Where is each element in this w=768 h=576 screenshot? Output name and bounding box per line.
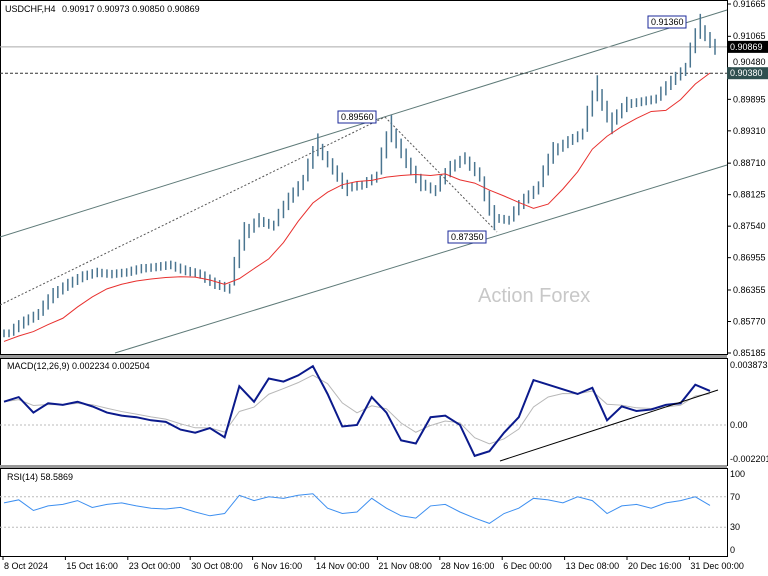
header-ohlc: 0.90917 0.90973 0.90850 0.90869 [62,4,200,14]
y-tick-label: 0.85770 [733,316,766,326]
pivot-line [0,116,386,306]
x-tick-label: 23 Oct 00:00 [129,561,181,571]
x-tick-label: 13 Dec 08:00 [566,561,620,571]
y-tick-label: 0.90480 [733,57,766,67]
level-label: 0.90380 [730,68,763,78]
panel-separator [0,355,727,358]
rsi-tick-label: 100 [730,469,745,479]
macd-tick-label: 0.00 [730,420,748,430]
y-tick-label: 0.86955 [733,253,766,263]
y-tick-label: 0.88710 [733,158,766,168]
panel-frame [0,468,728,557]
macd-signal-line [3,374,711,445]
y-tick-label: 0.91065 [733,31,766,41]
x-tick-label: 20 Dec 16:00 [628,561,682,571]
rsi-label: RSI(14) 58.5869 [7,472,73,482]
rsi-tick-label: 30 [730,522,740,532]
y-tick-label: 0.86355 [733,285,766,295]
level-tag [727,67,768,80]
y-tick-label: 0.87540 [733,221,766,231]
rsi-line [3,493,711,524]
y-tick-label: 0.88125 [733,190,766,200]
y-tick-label: 0.89310 [733,126,766,136]
macd-line [3,364,711,458]
rsi-tick-label: 70 [730,492,740,502]
panel-separator [0,465,727,468]
rsi-tick-label: 0 [730,545,735,555]
x-tick-label: 6 Nov 16:00 [254,561,303,571]
x-tick-label: 6 Dec 00:00 [503,561,552,571]
channel-lower [114,164,728,354]
y-tick-label: 0.85185 [733,348,766,358]
price-annotation-box [447,230,487,244]
y-tick-label: 0.91665 [733,0,766,9]
price-annotation: 0.91360 [651,17,684,27]
x-tick-label: 31 Dec 00:00 [690,561,744,571]
macd-tick-label: 0.003873 [730,360,768,370]
price-annotation: 0.87350 [451,232,484,242]
watermark: Action Forex [478,285,590,307]
macd-tick-label: -0.002201 [730,454,768,464]
price-annotation: 0.89560 [341,112,374,122]
x-tick-label: 21 Nov 08:00 [378,561,432,571]
panel-frame [0,0,728,355]
y-tick-label: 0.89895 [733,94,766,104]
price-annotation-box [647,15,687,29]
x-tick-label: 15 Oct 16:00 [66,561,118,571]
x-tick-label: 30 Oct 08:00 [191,561,243,571]
header-symbol: USDCHF,H4 [5,4,56,14]
x-tick-label: 8 Oct 2024 [4,561,48,571]
current-price-tag [727,40,768,53]
x-tick-label: 28 Nov 16:00 [441,561,495,571]
current-price-label: 0.90869 [730,42,763,52]
macd-label: MACD(12,26,9) 0.002234 0.002504 [7,361,150,371]
x-tick-label: 14 Nov 00:00 [316,561,370,571]
price-annotation-box [337,110,377,124]
macd-trendline [499,389,719,462]
moving-average-line [3,72,711,342]
